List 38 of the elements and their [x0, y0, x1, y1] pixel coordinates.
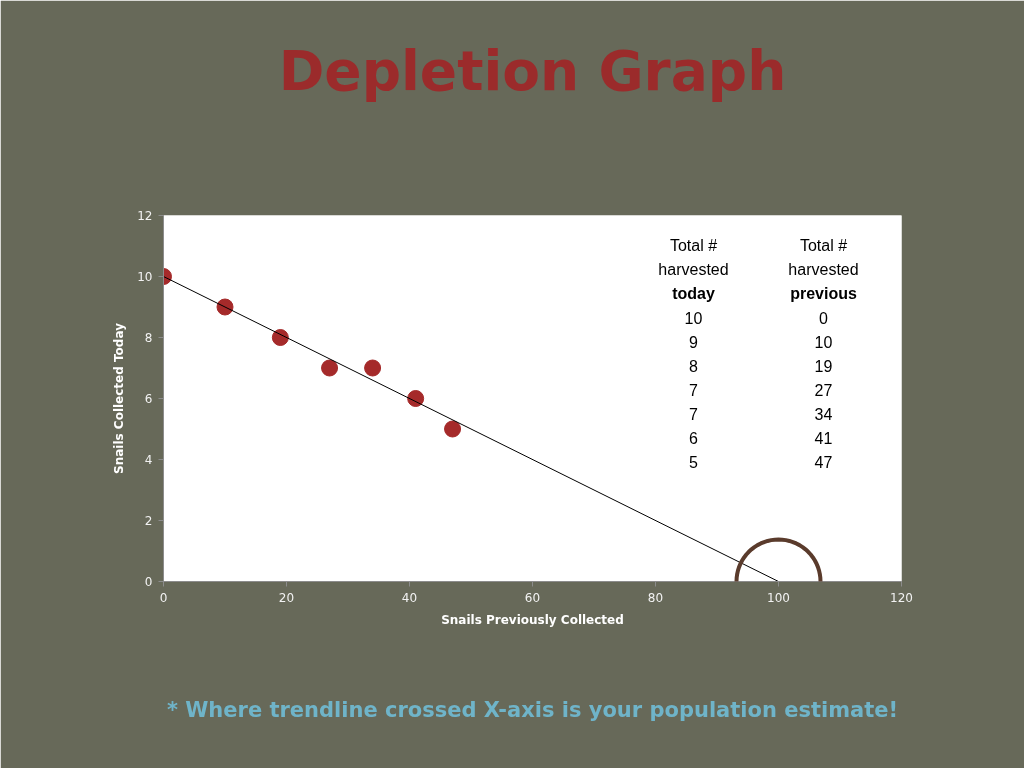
point — [216, 298, 234, 316]
annotation: 10 — [684, 309, 703, 327]
text: * Where trendline crossed X-axis is your population estimate! — [166, 697, 899, 722]
annotation: 0 — [819, 309, 829, 327]
y-tick-label: 2 — [144, 514, 153, 528]
annotation: 8 — [689, 357, 699, 375]
annotation: 19 — [814, 357, 833, 375]
y-tick-label: 6 — [144, 392, 153, 406]
point — [444, 420, 462, 438]
annotation: 47 — [814, 453, 833, 471]
annotation: 6 — [689, 429, 699, 447]
y-tick-label: 12 — [137, 209, 153, 223]
y-tick-label: 4 — [144, 453, 153, 467]
chart-title: Depletion Graph — [278, 38, 787, 103]
annotation: 7 — [689, 381, 699, 399]
annotation: 7 — [689, 405, 699, 423]
x-tick-label: 20 — [278, 590, 295, 605]
x-tick-label: 60 — [524, 590, 541, 605]
y-axis-title: Snails Collected Today — [112, 322, 127, 474]
point — [364, 359, 382, 377]
annotation: Total # harvested previous — [788, 237, 859, 302]
y-tick-label: 10 — [137, 270, 153, 284]
annotation: 27 — [814, 381, 833, 399]
annotation: 9 — [689, 333, 699, 351]
x-axis-title: Snails Previously Collected — [441, 612, 624, 627]
y-tick-label: 8 — [144, 331, 153, 345]
x-tick-label: 120 — [890, 590, 913, 605]
annotation: Total # harvested today — [658, 237, 729, 302]
x-tick-label: 0 — [159, 590, 168, 605]
point — [321, 359, 339, 377]
x-tick-label: 100 — [767, 590, 790, 605]
annotation: 10 — [814, 333, 833, 351]
annotation: 34 — [814, 405, 833, 423]
annotation: 5 — [689, 453, 699, 471]
x-tick-label: 40 — [401, 590, 418, 605]
annotation: 41 — [814, 429, 833, 447]
x-tick-label: 80 — [647, 590, 664, 605]
y-tick-label: 0 — [144, 575, 153, 589]
